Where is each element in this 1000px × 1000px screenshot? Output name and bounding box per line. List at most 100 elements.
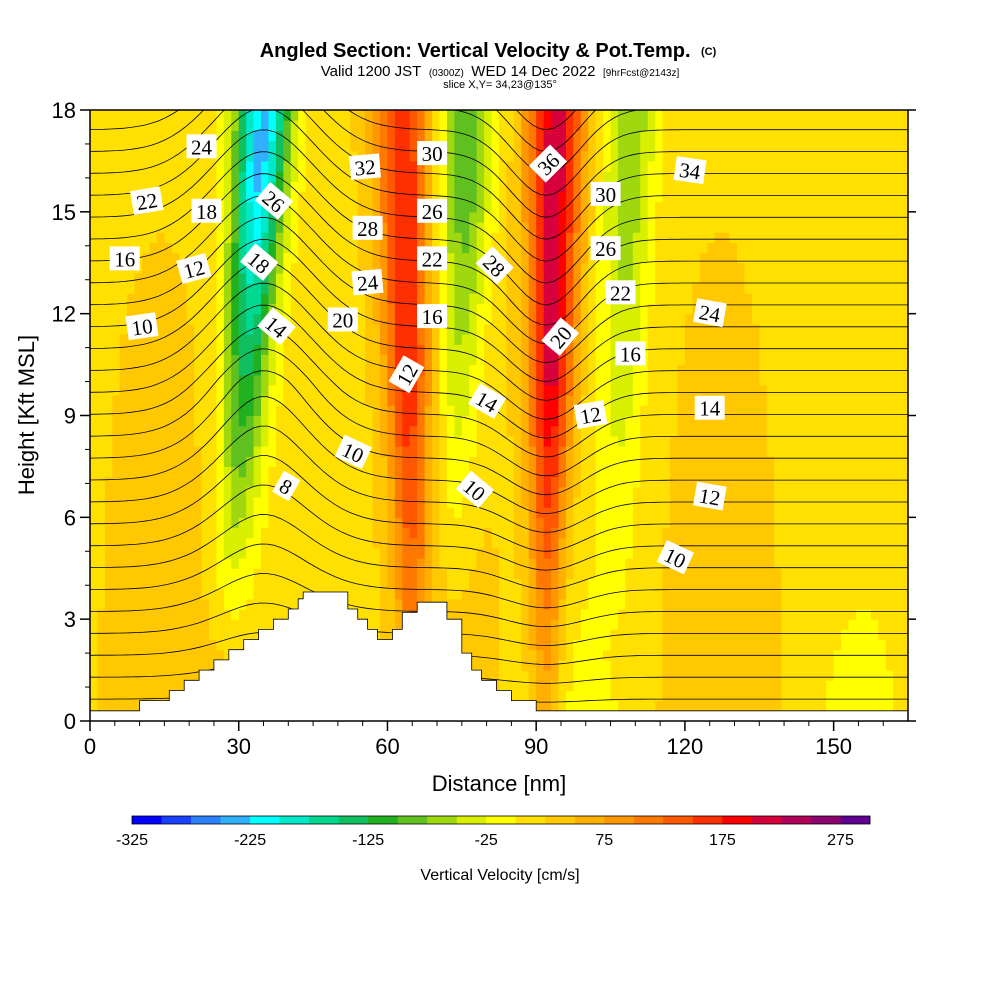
velocity-cell — [684, 191, 693, 203]
velocity-cell — [127, 415, 136, 427]
velocity-cell — [476, 160, 485, 172]
velocity-cell — [142, 446, 151, 457]
velocity-cell — [149, 222, 158, 233]
velocity-cell — [171, 364, 180, 376]
velocity-cell — [476, 507, 485, 518]
velocity-cell — [603, 272, 612, 284]
velocity-cell — [603, 486, 612, 498]
velocity-cell — [253, 507, 262, 518]
velocity-cell — [558, 201, 567, 213]
velocity-cell — [536, 405, 545, 417]
velocity-cell — [558, 568, 567, 580]
velocity-cell — [342, 354, 351, 366]
velocity-cell — [543, 222, 552, 233]
velocity-cell — [342, 384, 351, 396]
velocity-cell — [417, 130, 426, 142]
velocity-cell — [313, 140, 322, 152]
velocity-cell — [350, 527, 359, 539]
velocity-cell — [380, 293, 389, 305]
velocity-cell — [156, 425, 165, 437]
velocity-cell — [513, 211, 522, 223]
velocity-cell — [632, 670, 641, 681]
velocity-cell — [543, 384, 552, 396]
velocity-cell — [446, 181, 455, 193]
velocity-cell — [446, 395, 455, 406]
velocity-cell — [536, 303, 545, 315]
velocity-cell — [469, 150, 478, 162]
velocity-cell — [588, 547, 597, 559]
velocity-cell — [387, 293, 396, 305]
velocity-cell — [261, 415, 270, 427]
velocity-cell — [238, 507, 247, 518]
velocity-cell — [655, 222, 664, 233]
velocity-cell — [313, 374, 322, 386]
velocity-cell — [365, 547, 374, 559]
velocity-cell — [313, 446, 322, 457]
velocity-cell — [625, 578, 634, 590]
velocity-cell — [409, 415, 418, 427]
velocity-cell — [588, 201, 597, 213]
velocity-cell — [201, 629, 210, 641]
velocity-cell — [164, 110, 173, 121]
velocity-cell — [528, 242, 537, 254]
velocity-cell — [595, 537, 604, 549]
velocity-cell — [684, 150, 693, 162]
velocity-cell — [149, 578, 158, 590]
velocity-cell — [499, 608, 508, 620]
velocity-cell — [268, 608, 277, 620]
velocity-cell — [632, 527, 641, 539]
velocity-cell — [521, 191, 530, 203]
velocity-cell — [402, 456, 411, 468]
velocity-cell — [603, 364, 612, 376]
velocity-cell — [417, 384, 426, 396]
velocity-cell — [90, 608, 99, 620]
velocity-cell — [573, 598, 582, 610]
velocity-cell — [625, 425, 634, 437]
velocity-cell — [424, 181, 433, 193]
velocity-cell — [342, 242, 351, 254]
velocity-cell — [558, 171, 567, 182]
velocity-cell — [647, 283, 656, 294]
velocity-cell — [253, 191, 262, 203]
velocity-cell — [372, 374, 381, 386]
velocity-cell — [617, 456, 627, 468]
velocity-cell — [261, 242, 270, 254]
velocity-cell — [194, 293, 203, 305]
velocity-cell — [127, 293, 136, 305]
velocity-cell — [290, 527, 299, 539]
velocity-cell — [194, 222, 203, 233]
velocity-cell — [171, 670, 180, 681]
velocity-cell — [580, 293, 589, 305]
velocity-cell — [208, 435, 218, 447]
velocity-cell — [528, 456, 537, 468]
velocity-cell — [149, 558, 158, 569]
velocity-cell — [446, 466, 455, 478]
velocity-cell — [127, 598, 136, 610]
velocity-cell — [670, 578, 679, 590]
velocity-cell — [283, 344, 292, 355]
velocity-cell — [603, 150, 612, 162]
velocity-cell — [127, 364, 136, 376]
velocity-cell — [528, 354, 537, 366]
velocity-cell — [432, 405, 441, 417]
velocity-cell — [476, 232, 485, 243]
velocity-cell — [290, 283, 299, 294]
velocity-cell — [647, 578, 656, 590]
velocity-cell — [491, 354, 500, 366]
velocity-cell — [625, 690, 634, 702]
velocity-cell — [97, 201, 106, 213]
velocity-cell — [692, 547, 701, 559]
velocity-cell — [298, 364, 307, 376]
velocity-cell — [402, 181, 411, 193]
velocity-cell — [394, 201, 403, 213]
velocity-cell — [402, 283, 411, 294]
velocity-cell — [350, 242, 359, 254]
velocity-cell — [469, 547, 478, 559]
velocity-cell — [692, 344, 701, 355]
velocity-cell — [476, 171, 485, 182]
velocity-cell — [238, 313, 247, 325]
velocity-cell — [290, 456, 299, 468]
velocity-cell — [231, 374, 240, 386]
velocity-cell — [246, 181, 255, 193]
velocity-cell — [305, 262, 314, 274]
